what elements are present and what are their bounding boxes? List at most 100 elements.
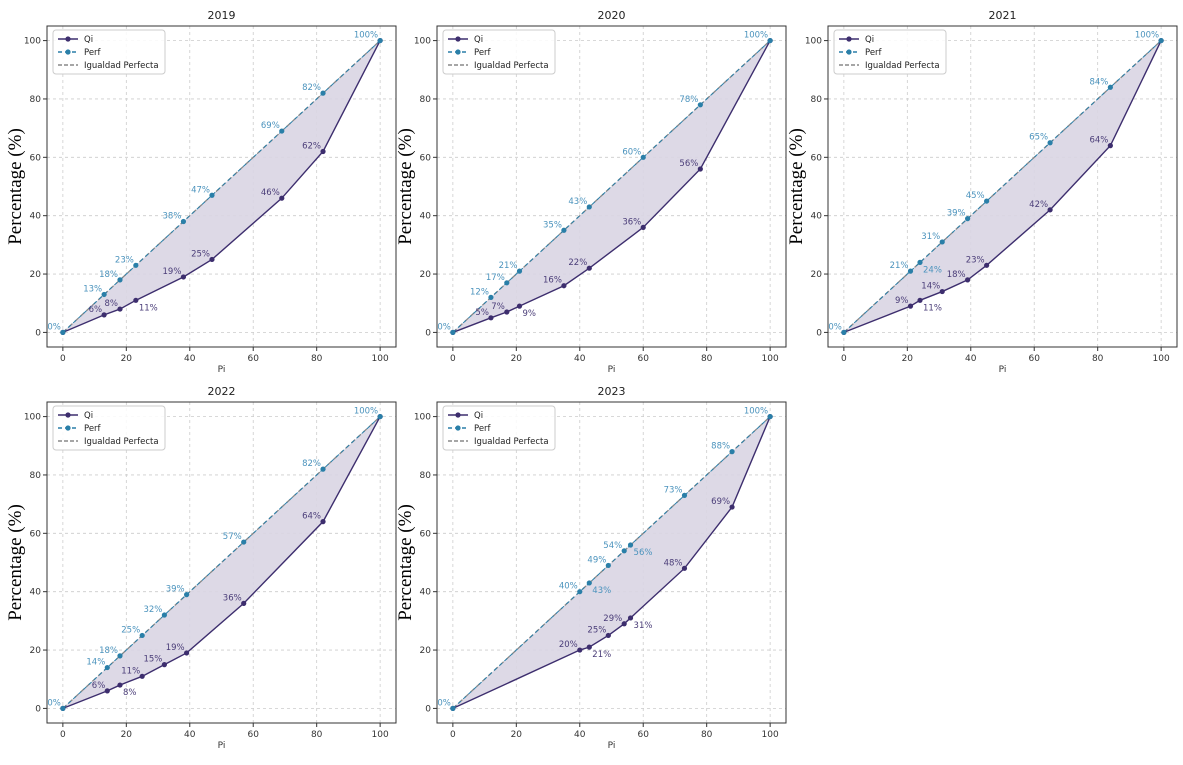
perf-data-label: 43% (592, 586, 611, 596)
perf-point (841, 329, 847, 336)
legend-marker (455, 49, 461, 55)
x-tick-label: 0 (450, 354, 456, 364)
perf-point (60, 705, 66, 712)
perf-data-label: 60% (622, 147, 641, 157)
x-tick-label: 40 (184, 354, 196, 364)
legend-label: Igualdad Perfecta (84, 437, 159, 447)
legend-marker (455, 36, 461, 42)
y-tick-label: 80 (30, 471, 42, 481)
x-tick-label: 40 (574, 730, 586, 740)
qi-data-label: 9% (522, 309, 536, 319)
qi-point (965, 277, 971, 283)
qi-data-label: 31% (634, 621, 653, 631)
perf-line (62, 416, 381, 709)
subplot-title: 2023 (598, 385, 626, 398)
qi-point (627, 615, 634, 621)
x-tick-label: 100 (762, 730, 779, 740)
qi-point (577, 647, 583, 653)
qi-data-label: 5% (475, 308, 489, 318)
perf-data-label: 17% (486, 273, 505, 283)
axes-frame (827, 25, 1178, 348)
qi-point (101, 312, 107, 318)
y-tick-label: 40 (811, 212, 823, 222)
legend-label: Perf (474, 48, 492, 58)
perf-data-label: 57% (223, 532, 242, 542)
qi-data-label: 7% (491, 302, 505, 312)
legend-box (52, 405, 166, 451)
qi-data-label: 6% (89, 305, 103, 315)
legend-label: Qi (474, 411, 483, 421)
y-axis-label: Percentage (%) (395, 504, 416, 621)
perf-data-label: 31% (921, 232, 940, 242)
x-tick-label: 20 (121, 730, 133, 740)
perf-point (516, 268, 523, 274)
x-tick-label: 60 (638, 354, 650, 364)
perf-point (488, 294, 494, 300)
legend-label: Perf (474, 424, 492, 434)
legend-label: Igualdad Perfecta (474, 61, 549, 71)
qi-point (117, 306, 123, 312)
qi-point (180, 274, 187, 280)
subplot-title: 2019 (208, 9, 236, 22)
legend-label: Perf (84, 48, 102, 58)
qi-point (1107, 143, 1113, 149)
legend-box (442, 29, 556, 75)
perf-data-label: 100% (354, 407, 378, 417)
y-tick-label: 80 (420, 95, 432, 105)
y-tick-label: 100 (414, 37, 431, 47)
qi-data-label: 19% (166, 643, 185, 653)
qi-data-label: 8% (123, 688, 136, 698)
legend-marker (846, 36, 852, 42)
perf-data-label: 24% (923, 265, 942, 275)
area-between-curves (452, 40, 771, 333)
perf-point (320, 90, 326, 96)
qi-data-label: 8% (104, 299, 118, 309)
perf-data-label: 25% (121, 625, 140, 635)
y-tick-label: 40 (30, 588, 42, 598)
legend-label: Perf (84, 424, 102, 434)
subplot-2022: 0 20 40 60 80 100 0 20 40 60 80 100 2022 Pi Percentage… (5, 385, 397, 751)
axes-frame (46, 401, 397, 724)
perf-data-label: 100% (354, 31, 378, 41)
perf-point (965, 216, 971, 222)
legend-label: Qi (84, 35, 93, 45)
y-tick-label: 20 (811, 270, 823, 280)
qi-data-label: 18% (947, 270, 966, 280)
qi-data-label: 64% (1089, 136, 1108, 146)
legend-label: Igualdad Perfecta (84, 61, 159, 71)
qi-data-label: 64% (302, 512, 321, 522)
qi-point (133, 297, 139, 303)
x-tick-label: 80 (311, 354, 323, 364)
y-tick-label: 100 (805, 37, 822, 47)
qi-data-label: 14% (921, 282, 940, 292)
y-tick-label: 60 (30, 529, 42, 539)
qi-point (117, 682, 123, 688)
perf-data-label: 78% (679, 95, 698, 105)
perf-data-label: 23% (115, 255, 134, 265)
subplot-2020: 0 20 40 60 80 100 0 20 40 60 80 100 2020 Pi Percentage… (395, 9, 787, 375)
perf-point (60, 329, 66, 336)
y-axis-label: Percentage (%) (5, 504, 26, 621)
y-tick-label: 20 (420, 646, 432, 656)
perf-point (605, 562, 611, 569)
perf-data-label: 18% (99, 270, 118, 280)
x-tick-label: 0 (841, 354, 847, 364)
x-tick-label: 60 (1029, 354, 1041, 364)
qi-data-label: 21% (592, 650, 611, 660)
qi-point (516, 303, 523, 309)
perf-data-label: 13% (83, 284, 102, 294)
qi-point (984, 262, 990, 268)
x-tick-label: 60 (638, 730, 650, 740)
legend: Qi Perf Igualdad Perfecta (52, 29, 166, 75)
legend-label: Qi (84, 411, 93, 421)
y-tick-label: 60 (811, 153, 823, 163)
perf-data-label: 43% (568, 197, 587, 207)
perf-point (279, 128, 285, 134)
qi-point (504, 309, 510, 315)
subplot-2019: 0 20 40 60 80 100 0 20 40 60 80 100 2019 Pi Percentage… (5, 9, 397, 375)
y-tick-label: 60 (30, 153, 42, 163)
perf-point (161, 612, 167, 618)
y-axis-label: Percentage (%) (395, 128, 416, 245)
perf-data-label: 82% (302, 459, 321, 469)
qi-data-label: 46% (261, 188, 280, 198)
